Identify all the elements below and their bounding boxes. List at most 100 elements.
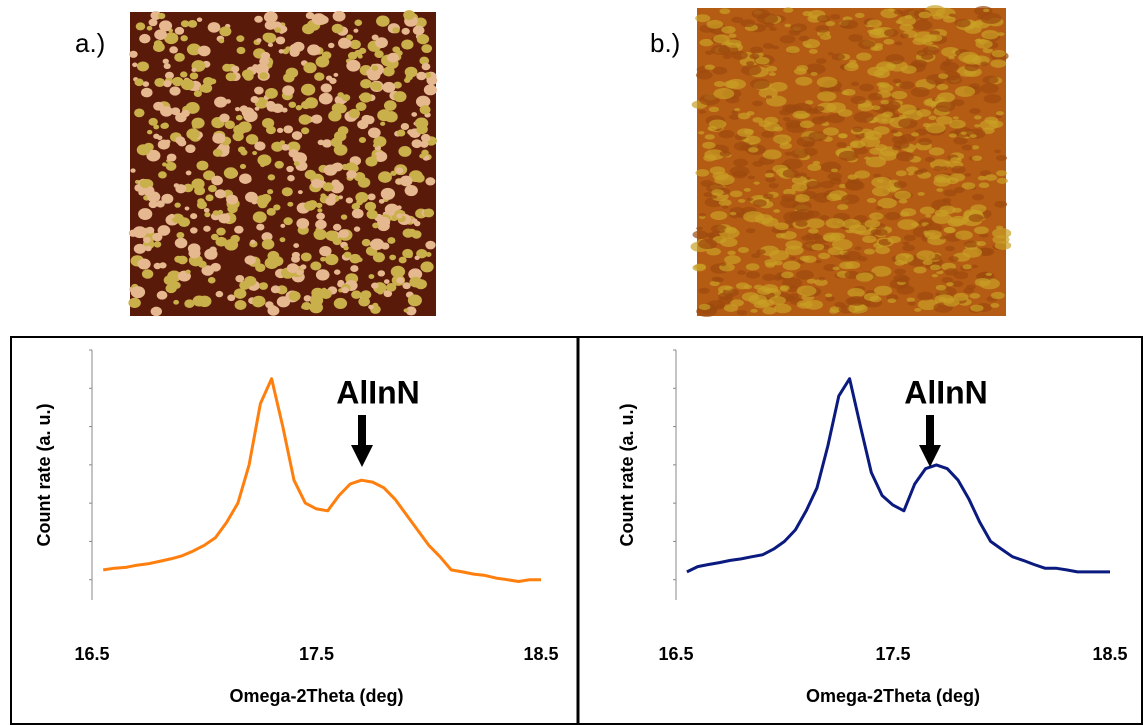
grain [333, 11, 346, 22]
grain [215, 189, 226, 198]
grain [401, 123, 409, 130]
grain [193, 296, 206, 307]
grain [746, 228, 756, 233]
grain [825, 293, 832, 297]
grain [137, 144, 151, 155]
grain [817, 91, 836, 101]
grain [730, 212, 736, 215]
grain [948, 56, 955, 60]
grain [378, 270, 386, 276]
grain [867, 30, 874, 34]
grain [391, 266, 405, 278]
grain [785, 240, 802, 249]
grain [224, 167, 238, 179]
grain [833, 267, 840, 271]
grain [722, 205, 728, 208]
grain [350, 281, 356, 286]
grain [309, 302, 323, 313]
grain [811, 116, 826, 124]
grain [896, 285, 914, 294]
grain [894, 10, 903, 15]
grain [738, 199, 745, 203]
grain [152, 194, 159, 200]
grain [692, 264, 706, 271]
grain [190, 22, 196, 27]
grain [859, 84, 874, 92]
grain [355, 192, 368, 203]
grain [133, 226, 147, 238]
grain [794, 194, 810, 202]
grain [970, 134, 977, 138]
grain [181, 110, 190, 117]
grain [254, 141, 265, 150]
grain [197, 198, 205, 204]
grain [854, 246, 861, 250]
grain [783, 117, 791, 121]
grain [328, 43, 334, 48]
grain [234, 226, 244, 234]
grain [381, 188, 395, 200]
grain [836, 142, 847, 148]
grain [190, 213, 197, 219]
grain [253, 211, 267, 223]
grain [290, 44, 300, 52]
grain [766, 95, 772, 98]
grain [780, 35, 796, 43]
grain [376, 15, 390, 26]
grain [404, 308, 409, 312]
grain [724, 255, 741, 264]
grain [400, 176, 413, 187]
grain [218, 213, 230, 223]
grain [899, 24, 913, 31]
grain [976, 241, 986, 246]
grain [333, 73, 338, 77]
grain [980, 62, 988, 66]
grain [850, 140, 865, 148]
grain [301, 127, 309, 134]
grain [949, 216, 967, 226]
grain [158, 13, 165, 19]
grain [783, 261, 801, 271]
grain [265, 88, 278, 99]
grain [279, 49, 284, 54]
grain [146, 227, 154, 234]
grain [280, 224, 285, 228]
grain [769, 250, 789, 261]
grain [907, 297, 916, 302]
grain [254, 16, 263, 23]
grain [383, 67, 395, 77]
grain [264, 33, 277, 43]
grain [940, 62, 959, 72]
grain [368, 127, 381, 138]
grain [801, 235, 812, 241]
grain [236, 35, 244, 42]
grain [698, 288, 710, 294]
grain [996, 170, 1007, 176]
grain [354, 226, 360, 231]
grain [887, 236, 901, 243]
grain [851, 82, 859, 86]
grain [163, 59, 169, 64]
grain [370, 239, 384, 251]
grain [174, 53, 185, 62]
grain [864, 131, 882, 140]
grain [882, 119, 888, 122]
grain [360, 79, 371, 89]
grain [365, 202, 376, 211]
grain [969, 214, 984, 222]
grain [331, 138, 343, 148]
grain [980, 84, 999, 94]
grain [779, 109, 791, 115]
grain [780, 285, 790, 290]
grain [925, 214, 931, 217]
grain [710, 211, 727, 220]
grain [409, 277, 422, 288]
grain [346, 170, 356, 179]
grain [413, 26, 425, 36]
grain [240, 164, 246, 169]
grain [319, 246, 331, 256]
image-label: b.) [650, 28, 680, 58]
grain [992, 228, 1011, 238]
grain [765, 177, 776, 183]
grain [210, 263, 220, 272]
